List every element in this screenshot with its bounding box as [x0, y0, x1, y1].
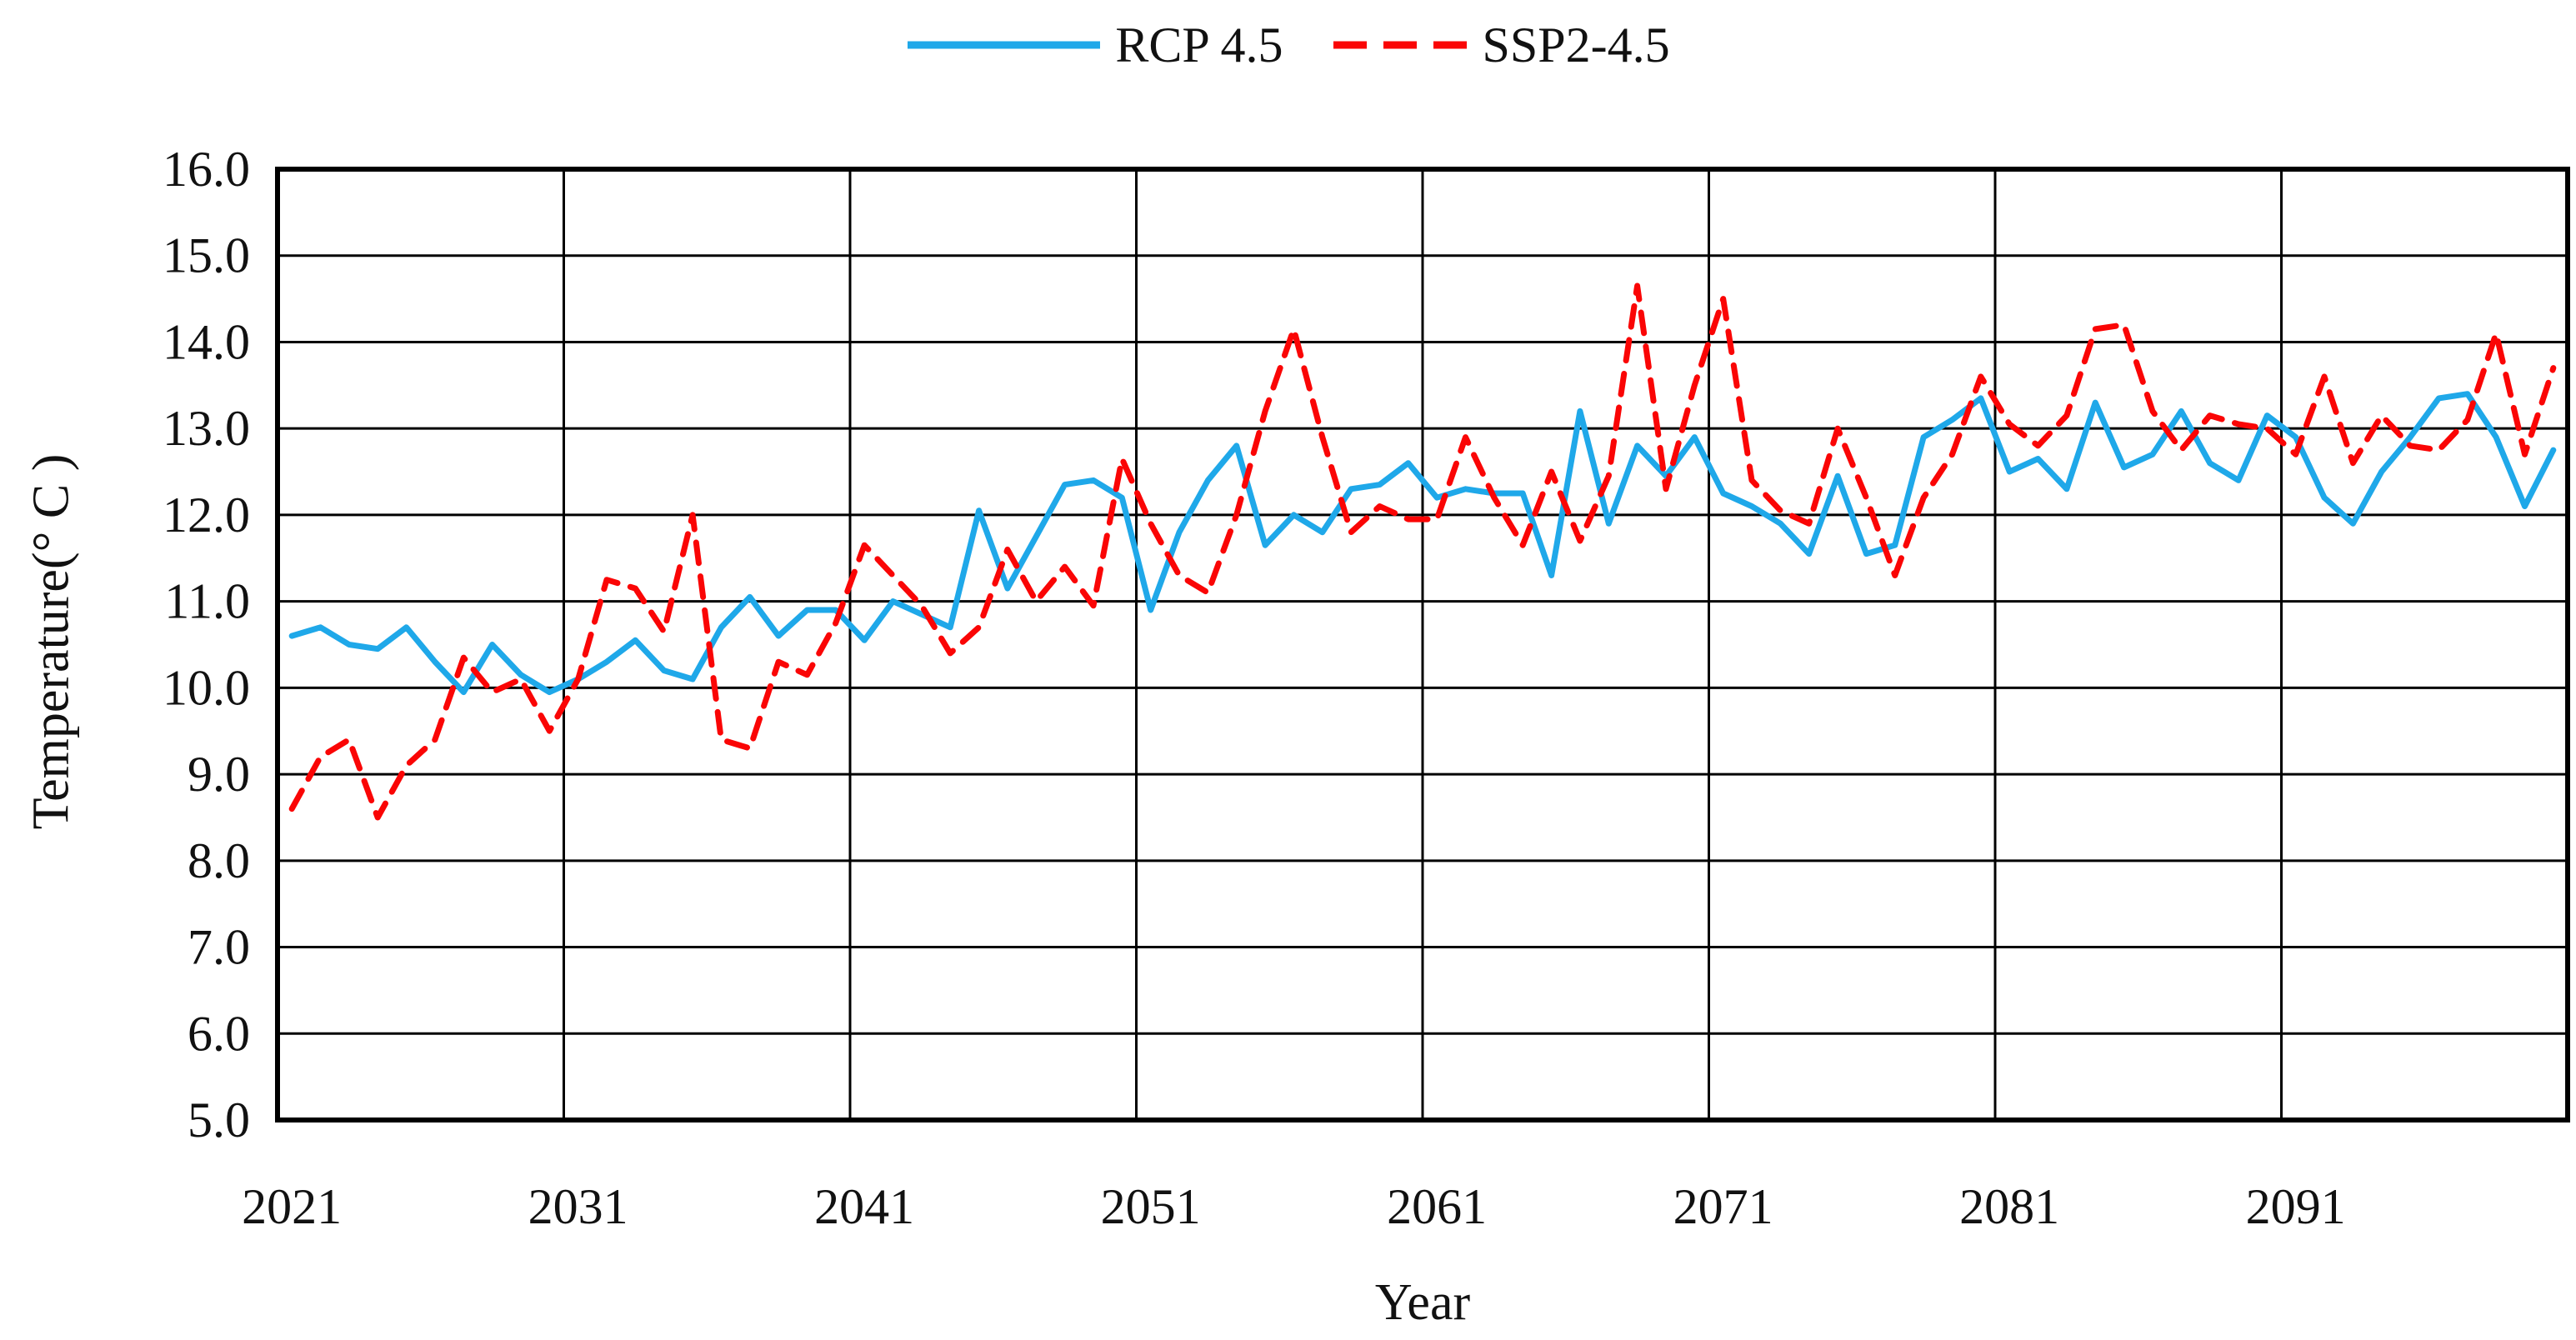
y-axis-title: Temperature(° C ): [23, 453, 80, 830]
x-tick-label: 2031: [528, 1179, 628, 1234]
y-tick-label: 10.0: [163, 660, 250, 715]
plot-border: [275, 167, 2570, 1122]
x-tick-label: 2081: [1959, 1179, 2059, 1234]
x-axis-title: Year: [1374, 1274, 1471, 1331]
y-tick-label: 14.0: [163, 314, 250, 369]
y-tick-label: 5.0: [188, 1092, 250, 1148]
legend-item-ssp245: SSP2-4.5: [1332, 20, 1670, 70]
legend-label-rcp45: RCP 4.5: [1115, 18, 1283, 72]
x-tick-label: 2021: [242, 1179, 342, 1234]
legend-swatch-solid-line: [908, 41, 1101, 49]
y-tick-label: 16.0: [163, 142, 250, 197]
x-tick-label: 2091: [2246, 1179, 2346, 1234]
y-tick-label: 13.0: [163, 401, 250, 456]
y-tick-label: 9.0: [188, 747, 250, 802]
series-line-ssp245: [288, 282, 2557, 821]
y-tick-label: 7.0: [188, 920, 250, 975]
x-tick-label: 2061: [1387, 1179, 1487, 1234]
legend-label-ssp245: SSP2-4.5: [1482, 18, 1670, 72]
series-line-rcp45: [288, 391, 2557, 696]
legend: RCP 4.5 SSP2-4.5: [0, 20, 2576, 70]
y-tick-label: 11.0: [164, 574, 250, 629]
legend-swatch-dashed-line: [1333, 41, 1468, 49]
y-tick-label: 6.0: [188, 1006, 250, 1061]
y-tick-label: 15.0: [163, 228, 250, 283]
x-tick-label: 2071: [1673, 1179, 1773, 1234]
y-tick-label: 12.0: [163, 488, 250, 542]
legend-item-rcp45: RCP 4.5: [906, 20, 1283, 70]
y-tick-label: 8.0: [188, 833, 250, 888]
x-tick-label: 2041: [814, 1179, 914, 1234]
x-tick-label: 2051: [1101, 1179, 1201, 1234]
